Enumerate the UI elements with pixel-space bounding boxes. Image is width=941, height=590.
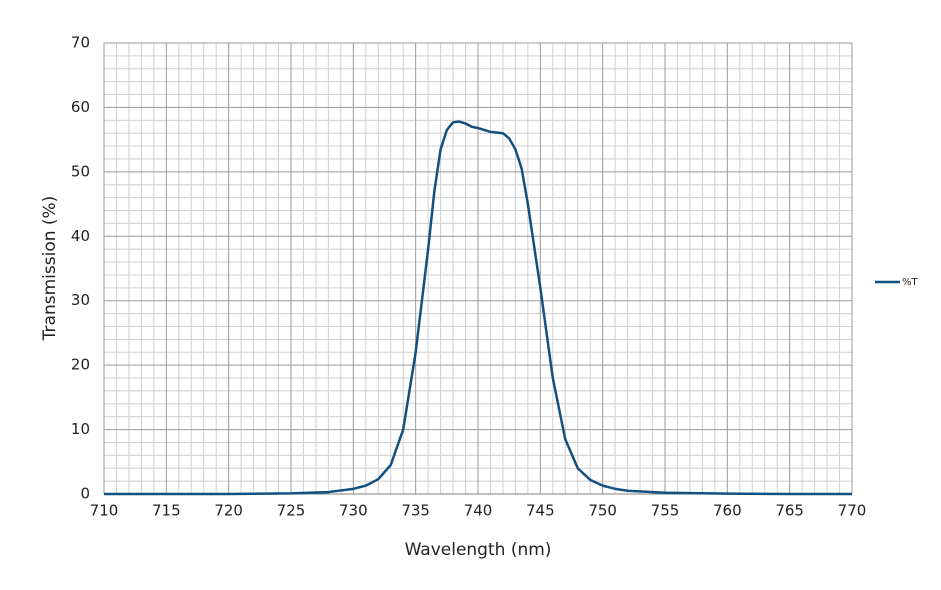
data-line bbox=[104, 120, 852, 496]
x-tick-label: 710 bbox=[90, 502, 119, 520]
x-tick-label: 740 bbox=[464, 502, 493, 520]
y-tick-label: 0 bbox=[80, 485, 90, 503]
x-tick-label: 715 bbox=[152, 502, 181, 520]
x-tick-label: 760 bbox=[713, 502, 742, 520]
x-axis-title: Wavelength (nm) bbox=[405, 540, 552, 560]
y-tick-label: 20 bbox=[71, 356, 90, 374]
y-tick-label: 40 bbox=[71, 227, 90, 245]
y-axis-title: Transmission (%) bbox=[40, 196, 60, 342]
x-tick-label: 725 bbox=[277, 502, 306, 520]
x-tick-label: 720 bbox=[214, 502, 243, 520]
x-tick-label: 765 bbox=[775, 502, 804, 520]
x-tick-label: 755 bbox=[651, 502, 680, 520]
x-tick-label: 750 bbox=[588, 502, 617, 520]
x-tick-label: 745 bbox=[526, 502, 555, 520]
x-tick-label: 770 bbox=[838, 502, 867, 520]
legend-label: %T bbox=[902, 277, 919, 288]
x-tick-label: 735 bbox=[401, 502, 430, 520]
y-tick-label: 70 bbox=[71, 34, 90, 52]
y-tick-label: 60 bbox=[71, 98, 90, 116]
y-tick-label: 10 bbox=[71, 420, 90, 438]
y-tick-label: 30 bbox=[71, 291, 90, 309]
x-tick-label: 730 bbox=[339, 502, 368, 520]
y-tick-label: 50 bbox=[71, 162, 90, 180]
